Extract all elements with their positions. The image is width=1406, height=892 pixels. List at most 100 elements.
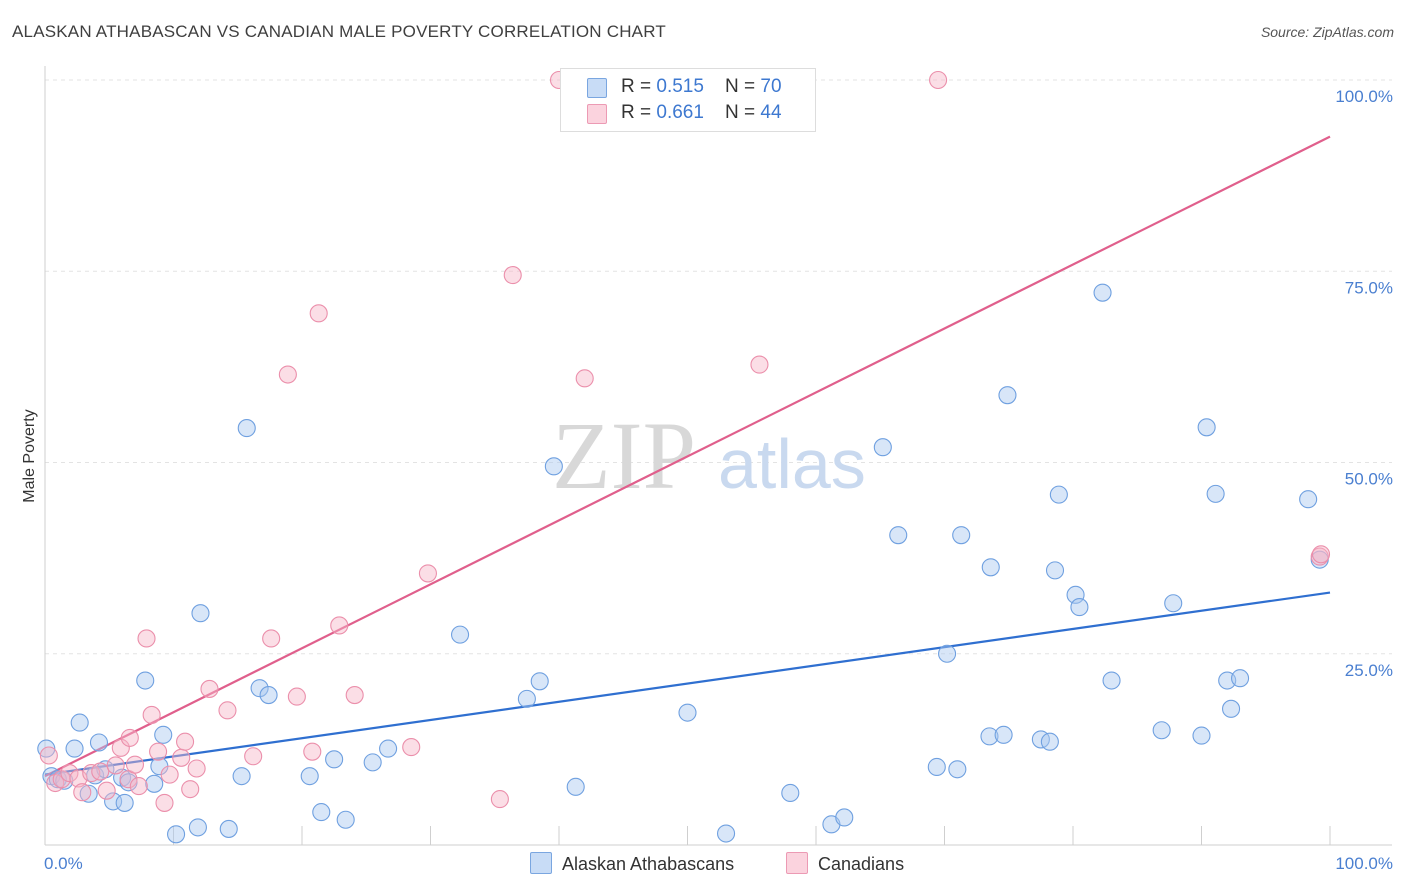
point-athabascans-39 — [781, 783, 800, 803]
point-athabascans-66 — [1222, 699, 1241, 718]
point-athabascans-53 — [1040, 732, 1059, 751]
point-athabascans-20 — [191, 604, 210, 623]
point-athabascans-27 — [312, 803, 331, 822]
point-athabascans-25 — [259, 686, 278, 705]
point-canadians-37 — [503, 266, 522, 285]
bottom-swatch-athabascans — [530, 852, 552, 874]
point-athabascans-50 — [994, 725, 1013, 744]
legend-swatch-canadians — [587, 104, 607, 124]
trend-lines — [44, 135, 1331, 778]
point-athabascans-51 — [998, 386, 1017, 405]
x-tick-label-right: 100.0% — [1335, 854, 1393, 873]
point-athabascans-24 — [250, 679, 269, 698]
point-canadians-5 — [73, 783, 92, 802]
legend-text-athabascans: R = 0.515 N = 70 — [621, 76, 782, 97]
point-athabascans-38 — [716, 824, 736, 843]
bottom-legend-athabascans: Alaskan Athabascans — [530, 852, 734, 876]
point-athabascans-64 — [1206, 484, 1225, 503]
trend-line-athabascans — [44, 591, 1331, 776]
point-athabascans-57 — [1070, 598, 1089, 617]
point-athabascans-42 — [873, 438, 892, 457]
point-athabascans-17 — [154, 725, 173, 744]
point-canadians-13 — [125, 755, 144, 774]
point-canadians-39 — [575, 369, 594, 388]
correlation-legend: R = 0.515 N = 70 R = 0.661 N = 44 — [560, 68, 816, 132]
point-athabascans-46 — [948, 760, 967, 779]
point-athabascans-37 — [678, 703, 697, 722]
point-canadians-35 — [418, 564, 437, 583]
y-axis-label: Male Poverty — [21, 409, 38, 502]
point-athabascans-14 — [136, 671, 155, 690]
point-athabascans-26 — [300, 767, 319, 786]
point-canadians-9 — [106, 756, 125, 775]
bottom-legend-label-athabascans: Alaskan Athabascans — [562, 854, 735, 874]
legend-swatch-athabascans — [587, 78, 607, 98]
point-canadians-30 — [303, 742, 322, 761]
point-canadians-16 — [142, 705, 161, 725]
point-athabascans-36 — [566, 777, 585, 796]
point-athabascans-43 — [889, 526, 908, 545]
point-athabascans-15 — [145, 774, 164, 793]
point-canadians-31 — [309, 304, 328, 323]
point-athabascans-29 — [336, 810, 355, 829]
point-canadians-12 — [120, 728, 139, 747]
bottom-legend-label-canadians: Canadians — [818, 854, 905, 874]
trend-line-canadians — [44, 135, 1331, 778]
point-athabascans-54 — [1045, 561, 1065, 580]
point-athabascans-8 — [89, 733, 109, 752]
axes — [44, 66, 1392, 846]
point-athabascans-67 — [1231, 669, 1250, 688]
data-points — [37, 70, 1331, 844]
point-canadians-34 — [402, 738, 421, 757]
point-athabascans-5 — [70, 713, 89, 732]
y-tick-label-1: 50.0% — [1345, 470, 1393, 489]
point-canadians-0 — [39, 746, 58, 765]
point-canadians-14 — [129, 777, 148, 796]
point-canadians-36 — [490, 790, 509, 809]
point-athabascans-22 — [232, 767, 251, 786]
point-canadians-24 — [200, 679, 219, 698]
point-athabascans-19 — [188, 818, 207, 837]
y-tick-label-2: 75.0% — [1345, 278, 1393, 297]
point-athabascans-30 — [363, 753, 382, 772]
tick-labels: 25.0% 50.0% 75.0% 100.0% 0.0% 100.0% — [44, 87, 1393, 873]
series-canadians — [39, 70, 1331, 812]
point-athabascans-32 — [451, 625, 470, 644]
point-athabascans-31 — [379, 739, 398, 758]
point-canadians-28 — [278, 365, 297, 384]
legend-text-canadians: R = 0.661 N = 44 — [621, 102, 782, 123]
point-canadians-40 — [750, 355, 769, 374]
point-athabascans-58 — [1093, 283, 1112, 302]
point-canadians-21 — [176, 732, 195, 751]
point-canadians-23 — [187, 759, 206, 778]
point-canadians-19 — [160, 765, 179, 784]
y-tick-label-3: 100.0% — [1335, 87, 1393, 106]
point-athabascans-0 — [37, 739, 56, 758]
point-canadians-29 — [287, 687, 306, 706]
point-athabascans-23 — [237, 419, 256, 438]
y-tick-label-0: 25.0% — [1345, 661, 1393, 680]
chart-title: ALASKAN ATHABASCAN VS CANADIAN MALE POVE… — [12, 22, 666, 41]
point-athabascans-35 — [544, 457, 563, 476]
point-athabascans-21 — [219, 819, 238, 838]
point-canadians-10 — [111, 738, 130, 757]
point-canadians-8 — [97, 781, 116, 800]
point-athabascans-18 — [167, 825, 186, 844]
bottom-swatch-canadians — [786, 852, 808, 874]
point-athabascans-55 — [1049, 485, 1068, 504]
point-athabascans-47 — [952, 526, 971, 545]
grid-lines — [45, 79, 1392, 655]
point-canadians-6 — [82, 764, 101, 783]
point-athabascans-33 — [517, 689, 536, 708]
point-canadians-32 — [330, 616, 349, 635]
point-athabascans-68 — [1299, 490, 1318, 509]
point-athabascans-6 — [79, 784, 98, 803]
point-athabascans-60 — [1152, 721, 1171, 740]
point-canadians-43 — [1311, 545, 1331, 564]
point-athabascans-4 — [65, 739, 84, 758]
watermark-atlas: atlas — [718, 425, 866, 503]
point-athabascans-45 — [938, 644, 957, 663]
point-canadians-7 — [91, 762, 110, 781]
point-athabascans-10 — [104, 792, 123, 811]
